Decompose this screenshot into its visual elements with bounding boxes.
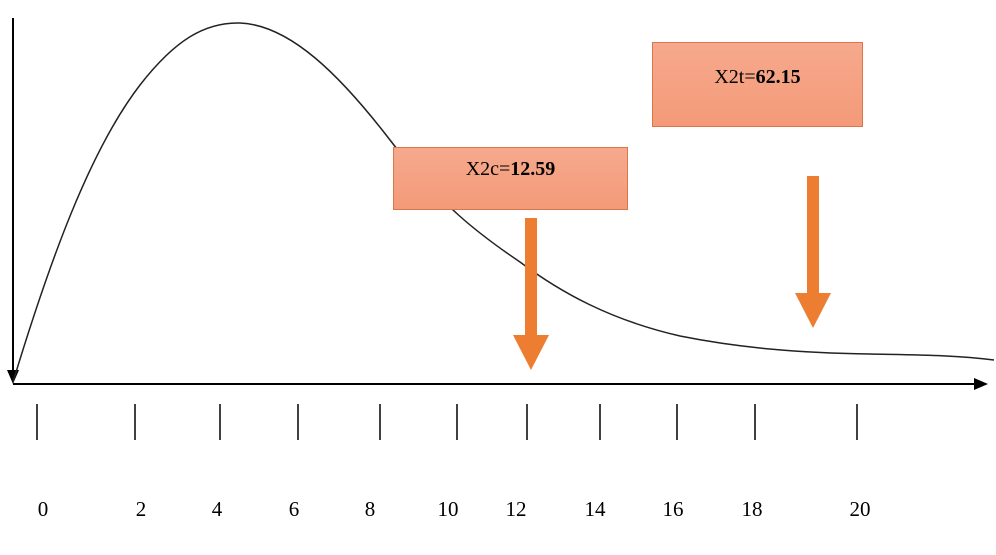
x2c-arrow	[513, 218, 549, 370]
x-tick-label: 8	[365, 497, 376, 521]
x2t-arrow	[795, 176, 831, 328]
x-tick-label: 14	[585, 497, 607, 521]
x2c-callout-box: X2c= 12.59	[393, 147, 628, 210]
x-tick-label: 0	[38, 497, 49, 521]
x-tick-label: 12	[506, 497, 527, 521]
x-tick-label: 6	[289, 497, 300, 521]
x2c-label: X2c=	[465, 158, 511, 180]
x-tick-label: 4	[212, 497, 223, 521]
x2t-callout-box: X2t= 62.15	[652, 42, 863, 127]
x2t-label: X2t=	[714, 66, 756, 88]
x-axis-tick-labels: 0 2 4 6 8 10 12 14 16 18 20	[38, 497, 871, 521]
x-tick-label: 16	[663, 497, 684, 521]
x-axis-tick-marks	[36, 404, 858, 440]
x-tick-label: 18	[742, 497, 763, 521]
x-tick-label: 2	[136, 497, 147, 521]
x-tick-label: 20	[850, 497, 871, 521]
x2t-value: 62.15	[755, 66, 801, 88]
x-tick-label: 10	[438, 497, 459, 521]
x2c-value: 12.59	[510, 158, 556, 180]
